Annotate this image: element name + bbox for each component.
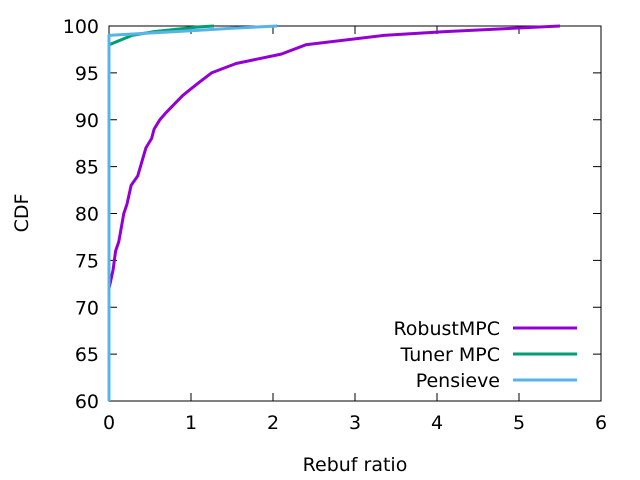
legend-label: RobustMPC [393, 318, 500, 340]
x-tick-label: 2 [267, 412, 279, 434]
x-tick-label: 0 [103, 412, 115, 434]
axis-ticks: 0 1 2 3 4 5 6 60 65 70 75 80 85 90 95 100 [63, 16, 607, 434]
y-tick-label: 70 [75, 297, 99, 319]
y-tick-label: 65 [75, 344, 99, 366]
plot-frame [108, 25, 602, 402]
x-tick-label: 4 [431, 412, 443, 434]
x-tick-label: 1 [185, 412, 197, 434]
y-tick-label: 85 [75, 157, 99, 179]
x-tick-label: 3 [349, 412, 361, 434]
x-tick-label: 5 [513, 412, 525, 434]
y-tick-label: 75 [75, 250, 99, 272]
y-tick-label: 60 [75, 391, 99, 413]
x-axis-title: Rebuf ratio [303, 454, 408, 476]
series-lines [107, 24, 561, 401]
series-line-0 [107, 24, 561, 401]
y-tick-label: 90 [75, 110, 99, 132]
x-tick-label: 6 [595, 412, 607, 434]
legend: RobustMPC Tuner MPC Pensieve [393, 318, 577, 392]
legend-label: Tuner MPC [400, 344, 500, 366]
y-tick-label: 80 [75, 204, 99, 226]
y-axis-title: CDF [11, 194, 33, 233]
legend-label: Pensieve [416, 370, 500, 392]
y-tick-label: 95 [75, 63, 99, 85]
series-line-2 [107, 24, 278, 401]
y-tick-label: 100 [63, 16, 99, 38]
